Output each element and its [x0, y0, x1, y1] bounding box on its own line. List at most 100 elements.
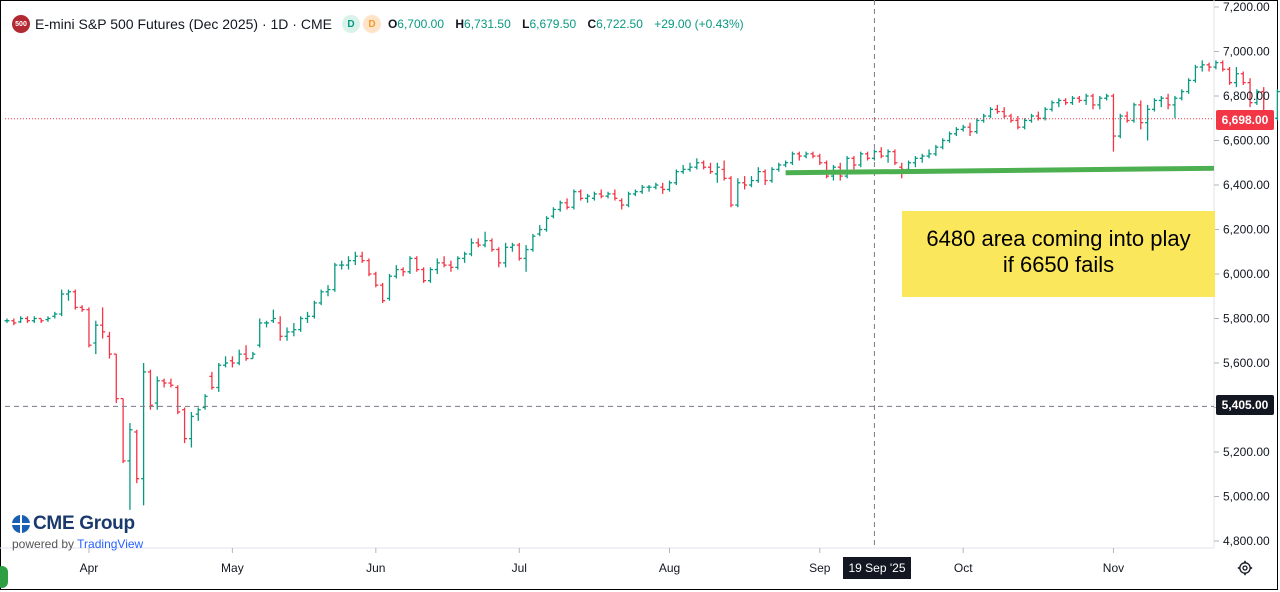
ohlc-bar — [359, 251, 365, 263]
ohlc-bar — [1022, 118, 1028, 130]
ohlc-bar — [195, 407, 201, 421]
y-tick-label: 4,800.00 — [1223, 534, 1270, 548]
ohlc-bar — [748, 176, 754, 188]
symbol-badge[interactable]: 500 — [12, 15, 30, 33]
ohlc-bar — [626, 191, 632, 208]
ohlc-bar — [940, 138, 946, 150]
ohlc-bar — [175, 385, 181, 415]
ohlc-bar — [120, 397, 126, 464]
ohlc-bar — [1206, 62, 1212, 72]
settings-gear-icon[interactable] — [1237, 560, 1253, 576]
ohlc-bar — [4, 318, 10, 323]
y-tick-label: 6,000.00 — [1223, 267, 1270, 281]
ohlc-bar — [188, 411, 194, 448]
ohlc-bar — [1254, 89, 1260, 105]
x-tick-label: Aug — [659, 561, 680, 575]
ohlc-bar — [933, 144, 939, 157]
ohlc-bar — [1056, 98, 1062, 108]
ohlc-bar — [878, 147, 884, 159]
low-key: L — [522, 17, 530, 31]
close-key: C — [587, 17, 597, 31]
ohlc-bar — [475, 238, 481, 248]
ohlc-bar — [182, 407, 188, 444]
ohlc-bar — [639, 185, 645, 194]
ohlc-bar — [707, 162, 713, 174]
globe-icon — [12, 515, 30, 533]
ohlc-bar — [503, 242, 509, 268]
ohlc-bar — [332, 262, 338, 292]
ohlc-bar — [11, 318, 17, 326]
chart-header: 500 E-mini S&P 500 Futures (Dec 2025) · … — [12, 10, 748, 38]
annotation-note[interactable]: 6480 area coming into play if 6650 fails — [902, 211, 1215, 297]
ohlc-bar — [448, 260, 454, 272]
delayed-data-badge[interactable]: D — [362, 15, 381, 33]
ohlc-bar — [1069, 96, 1075, 105]
y-tick-label: 5,600.00 — [1223, 356, 1270, 370]
ohlc-bar — [557, 200, 563, 212]
cme-logo[interactable]: CME Group powered by TradingView — [12, 513, 143, 551]
ohlc-bar — [38, 317, 44, 323]
y-tick-label: 6,200.00 — [1223, 223, 1270, 237]
y-tick-label: 5,000.00 — [1223, 490, 1270, 504]
ohlc-bar — [407, 256, 413, 274]
ohlc-bar — [1008, 113, 1014, 123]
ohlc-bar — [134, 429, 140, 484]
market-status-badge[interactable]: D — [341, 15, 360, 33]
ohlc-bar — [1172, 96, 1178, 119]
ohlc-bar — [612, 189, 618, 201]
ohlc-bar — [277, 316, 283, 341]
ohlc-bar — [1240, 71, 1246, 85]
ohlc-bar — [796, 151, 802, 161]
ohlc-bar — [305, 311, 311, 323]
y-axis: 4,800.005,000.005,200.005,400.005,600.00… — [1214, 0, 1270, 548]
y-tick-label: 5,200.00 — [1223, 445, 1270, 459]
ohlc-bar — [482, 231, 488, 248]
ohlc-bar — [209, 371, 215, 390]
ohlc-bar — [462, 251, 468, 263]
ohlc-bar — [953, 127, 959, 137]
ohlc-bar — [339, 260, 345, 270]
ohlc-bar — [1063, 98, 1069, 105]
ohlc-bar — [202, 394, 208, 410]
ohlc-bar — [489, 238, 495, 252]
ohlc-bar — [421, 267, 427, 283]
ohlc-bar — [762, 169, 768, 185]
crosshair-time-label: 19 Sep '25 — [843, 557, 911, 579]
ohlc-bar — [687, 162, 693, 172]
ohlc-bar — [960, 124, 966, 132]
ohlc-bar — [789, 151, 795, 165]
ohlc-bar — [45, 316, 51, 322]
ohlc-bar — [386, 274, 392, 301]
ohlc-bar — [667, 180, 673, 192]
ohlc-bar — [100, 307, 106, 339]
y-tick-label: 7,200.00 — [1223, 0, 1270, 14]
ohlc-bar — [578, 189, 584, 201]
ohlc-bar — [141, 363, 147, 506]
ohlc-bar — [106, 331, 112, 359]
ohlc-bar — [1165, 93, 1171, 110]
symbol-title[interactable]: E-mini S&P 500 Futures (Dec 2025) · 1D ·… — [35, 16, 332, 32]
ohlc-bar — [571, 189, 577, 210]
powered-by-text: powered by — [12, 537, 75, 551]
ohlc-bar — [865, 151, 871, 161]
ohlc-bar — [694, 158, 700, 170]
open-value: 6,700.00 — [397, 17, 445, 31]
ohlc-bar — [400, 267, 406, 277]
ohlc-bar — [516, 242, 522, 261]
high-key: H — [455, 17, 465, 31]
ohlc-bar — [1220, 60, 1226, 72]
ohlc-bar — [735, 178, 741, 208]
ohlc-bar — [427, 267, 433, 283]
ohlc-bar — [52, 311, 58, 319]
ohlc-bar — [1097, 96, 1103, 110]
ohlc-bar — [1117, 113, 1123, 139]
ohlc-bar — [994, 104, 1000, 114]
ohlc-bar — [1158, 96, 1164, 108]
y-tick-label: 7,000.00 — [1223, 45, 1270, 59]
x-tick-label: Apr — [80, 561, 99, 575]
ohlc-bar — [1049, 100, 1055, 112]
ohlc-bar — [352, 251, 358, 266]
ohlc-bars — [4, 60, 1280, 510]
